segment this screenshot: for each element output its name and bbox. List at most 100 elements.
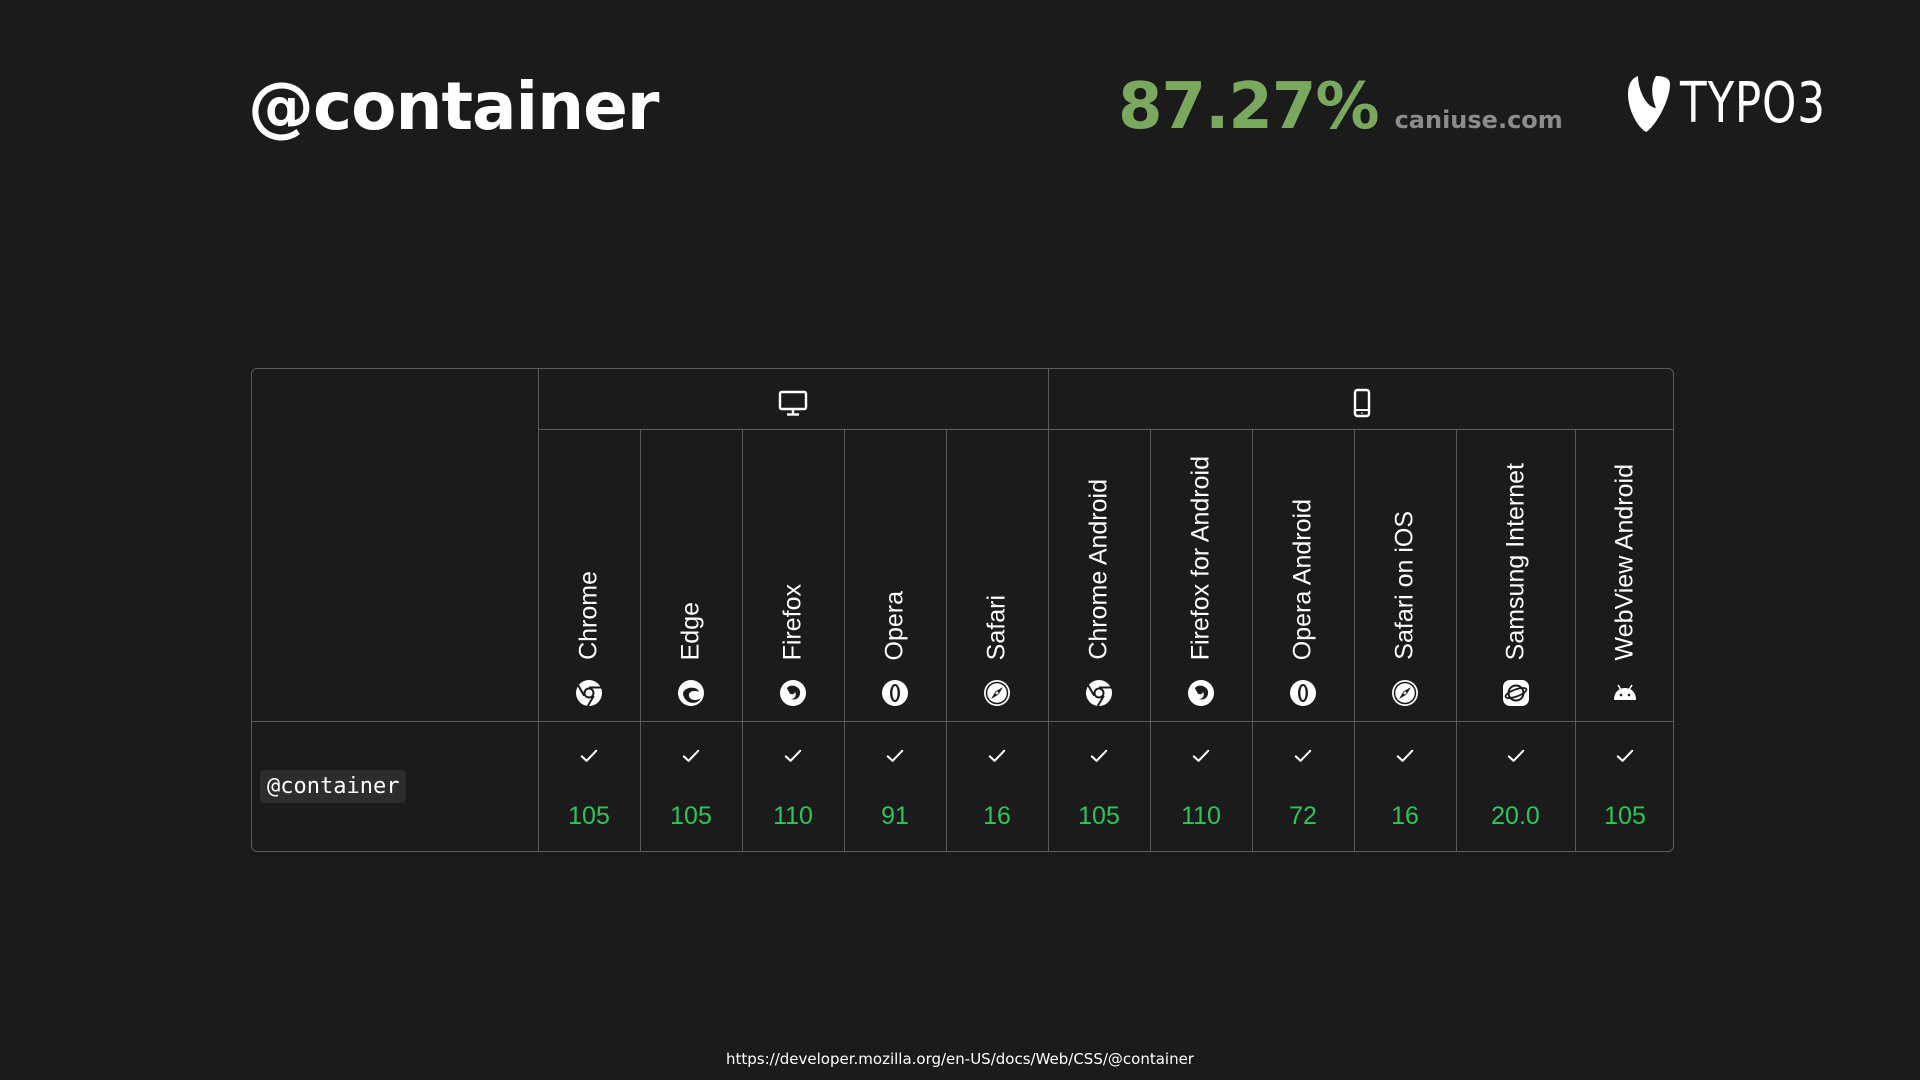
browser-header: Firefox: [742, 430, 844, 722]
check-icon: [886, 749, 904, 762]
check-icon: [580, 749, 598, 762]
typo3-logo: TYPO3: [1626, 74, 1867, 134]
page-title: @container: [248, 68, 659, 145]
table-divider: [1252, 429, 1253, 851]
browser-icon-wrap: [574, 678, 604, 708]
table-divider: [742, 429, 743, 851]
firefox-icon: [1188, 680, 1214, 706]
browser-name: Opera: [880, 590, 909, 660]
check-icon-wrap: [1087, 744, 1111, 768]
browser-icon-wrap: [1501, 678, 1531, 708]
support-cell[interactable]: 91: [844, 722, 946, 853]
browser-name: Firefox: [778, 583, 807, 660]
check-icon-wrap: [679, 744, 703, 768]
table-divider: [1575, 429, 1576, 851]
feature-name: @container: [260, 770, 407, 803]
browser-name: Samsung Internet: [1501, 462, 1529, 660]
check-icon: [1090, 749, 1108, 762]
desktop-group-header: [777, 387, 809, 419]
version-added: 105: [1078, 802, 1120, 830]
samsung-internet-icon: [1502, 680, 1529, 706]
browser-header: Safari: [946, 430, 1048, 722]
check-icon: [988, 749, 1006, 762]
browser-header: Opera Android: [1252, 430, 1354, 722]
table-divider: [538, 429, 1673, 430]
support-cell[interactable]: 16: [946, 722, 1048, 853]
chrome-icon: [576, 680, 602, 707]
support-cell[interactable]: 105: [1575, 722, 1675, 853]
table-divider: [1048, 369, 1049, 851]
table-divider: [844, 429, 845, 851]
support-stat: 87.27% caniuse.com: [1118, 70, 1563, 144]
table-divider: [1354, 429, 1355, 851]
android-icon: [1614, 684, 1636, 700]
browser-icon-wrap: [982, 678, 1012, 708]
support-cell[interactable]: 105: [1048, 722, 1150, 853]
check-icon-wrap: [883, 744, 907, 768]
browser-icon-wrap: [1610, 678, 1640, 708]
browser-name: Firefox for Android: [1186, 455, 1215, 660]
opera-icon: [1290, 680, 1316, 706]
check-icon-wrap: [781, 744, 805, 768]
browser-icon-wrap: [778, 678, 808, 708]
check-icon-wrap: [1393, 744, 1417, 768]
table-divider: [1456, 429, 1457, 851]
browser-header: Firefox for Android: [1150, 430, 1252, 722]
check-icon-wrap: [1189, 744, 1213, 768]
version-added: 91: [881, 802, 909, 830]
browser-header: WebView Android: [1575, 430, 1675, 722]
version-added: 16: [983, 802, 1011, 830]
support-cell[interactable]: 16: [1354, 722, 1456, 853]
table-divider: [1150, 429, 1151, 851]
support-cell[interactable]: 20.0: [1456, 722, 1575, 853]
browser-name: Safari on iOS: [1390, 511, 1419, 660]
browser-compat-table: @container Chrome 105 Edge 105 Firefox 110 Ope…: [251, 368, 1674, 852]
check-icon: [1616, 749, 1634, 762]
support-cell[interactable]: 105: [640, 722, 742, 853]
mobile-group-header: [1346, 387, 1378, 419]
check-icon: [1192, 749, 1210, 762]
support-source: caniuse.com: [1394, 106, 1563, 134]
version-added: 105: [670, 802, 712, 830]
safari-icon: [1392, 680, 1418, 706]
browser-icon-wrap: [676, 678, 706, 708]
mobile-icon: [1353, 388, 1370, 418]
check-icon: [1396, 749, 1414, 762]
browser-header: Chrome Android: [1048, 430, 1150, 722]
support-percent: 87.27%: [1118, 70, 1380, 144]
browser-name: Chrome: [574, 571, 603, 660]
check-icon: [682, 749, 700, 762]
browser-icon-wrap: [1186, 678, 1216, 708]
browser-icon-wrap: [880, 678, 910, 708]
support-cell[interactable]: 105: [538, 722, 640, 853]
support-cell[interactable]: 110: [742, 722, 844, 853]
check-icon-wrap: [1291, 744, 1315, 768]
browser-icon-wrap: [1288, 678, 1318, 708]
typo3-mark-icon: [1628, 76, 1670, 132]
source-url[interactable]: https://developer.mozilla.org/en-US/docs…: [726, 1050, 1194, 1068]
version-added: 105: [568, 802, 610, 830]
version-added: 110: [1181, 802, 1221, 830]
browser-name: WebView Android: [1610, 463, 1639, 660]
browser-header: Safari on iOS: [1354, 430, 1456, 722]
browser-name: Safari: [982, 594, 1011, 660]
chrome-icon: [1086, 680, 1112, 707]
table-divider: [946, 429, 947, 851]
browser-icon-wrap: [1084, 678, 1114, 708]
table-divider: [538, 369, 539, 851]
version-added: 20.0: [1491, 802, 1540, 830]
check-icon: [1507, 749, 1524, 762]
browser-name: Edge: [676, 601, 705, 660]
browser-header: Opera: [844, 430, 946, 722]
version-added: 16: [1391, 802, 1419, 830]
version-added: 110: [773, 802, 813, 830]
version-added: 105: [1604, 802, 1646, 830]
check-icon-wrap: [577, 744, 601, 768]
table-divider: [640, 429, 641, 851]
browser-header: Samsung Internet: [1456, 430, 1575, 722]
support-cell[interactable]: 72: [1252, 722, 1354, 853]
support-cell[interactable]: 110: [1150, 722, 1252, 853]
firefox-icon: [780, 680, 806, 706]
desktop-icon: [778, 390, 808, 416]
